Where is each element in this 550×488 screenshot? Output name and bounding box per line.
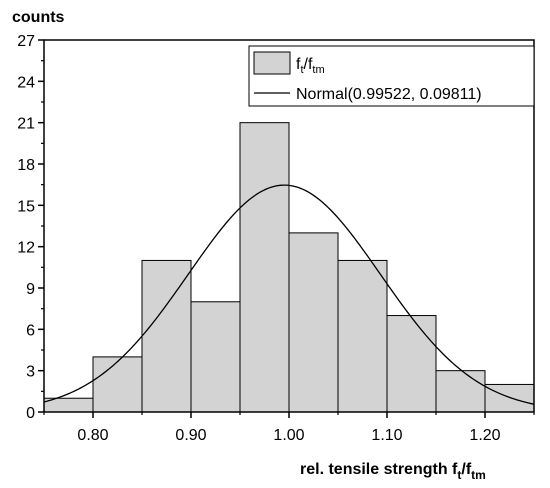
histogram-bar-5 — [239, 122, 290, 413]
y-tick-label: 21 — [17, 116, 35, 133]
histogram-bar-8 — [386, 315, 437, 413]
normal-fit-curve — [43, 184, 535, 405]
histogram-bar-10 — [484, 383, 535, 413]
bars-group — [43, 122, 535, 413]
x-axis-title: rel. tensile strength ft/ftm — [300, 461, 486, 482]
y-tick-label: 15 — [17, 198, 35, 215]
histogram-bar-9 — [435, 370, 486, 413]
y-axis-title: counts — [12, 9, 65, 26]
x-tick-label: 1.10 — [371, 427, 402, 444]
y-tick-label: 24 — [17, 74, 35, 91]
histogram-bar-7 — [337, 259, 388, 413]
legend-curve-label: Normal(0.99522, 0.09811) — [296, 86, 482, 103]
histogram-bar-3 — [141, 259, 192, 413]
y-tick-label: 3 — [26, 364, 35, 381]
y-tick-label: 18 — [17, 157, 35, 174]
y-tick-label: 27 — [17, 33, 35, 50]
x-tick-label: 0.90 — [175, 427, 206, 444]
x-tick-label: 1.20 — [469, 427, 500, 444]
y-tick-label: 12 — [17, 240, 35, 257]
histogram-bar-4 — [190, 301, 241, 413]
y-tick-label: 9 — [26, 281, 35, 298]
x-tick-label: 0.80 — [77, 427, 108, 444]
x-axis: 0.80 0.90 1.00 1.10 1.20 — [43, 412, 535, 444]
histogram-bar-6 — [288, 232, 339, 413]
legend-histogram-label: ft/ftm — [296, 56, 325, 76]
legend-histogram-swatch — [253, 51, 291, 75]
legend-box — [248, 45, 535, 107]
y-tick-label: 6 — [26, 322, 35, 339]
legend: ft/ftm Normal(0.99522, 0.09811) — [248, 45, 535, 107]
x-tick-label: 1.00 — [273, 427, 304, 444]
y-axis: 0 3 6 9 12 15 18 21 24 27 — [17, 33, 44, 422]
histogram-bar-2 — [92, 356, 143, 413]
y-tick-label: 0 — [26, 405, 35, 422]
